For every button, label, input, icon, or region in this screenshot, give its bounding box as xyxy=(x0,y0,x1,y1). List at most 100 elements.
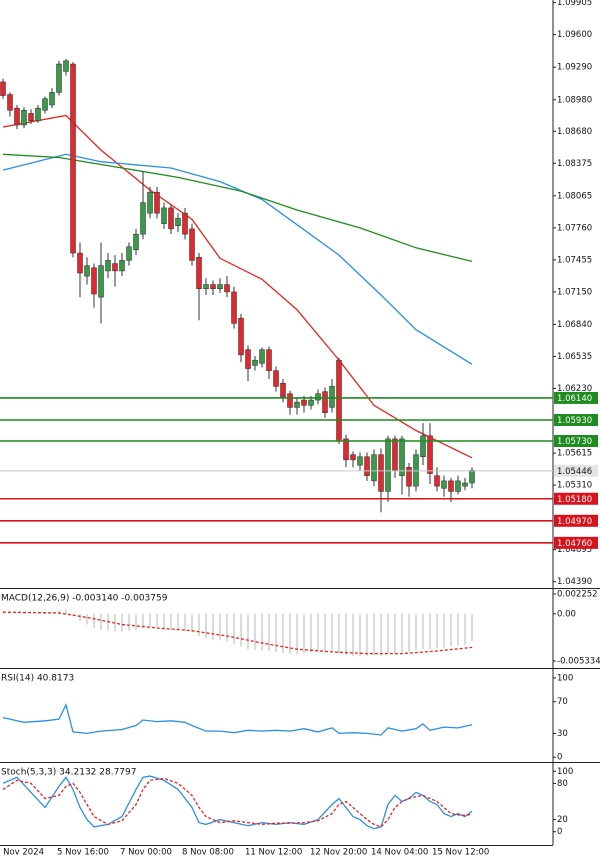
candle-body xyxy=(105,260,111,272)
y-tick-label: 0 xyxy=(557,827,562,837)
candle-body xyxy=(126,246,132,261)
candle-body xyxy=(49,92,55,106)
candle-body xyxy=(147,191,153,214)
candle-body xyxy=(448,480,454,492)
y-tick-label: 100 xyxy=(557,767,573,777)
candle-body xyxy=(406,467,412,487)
level-box xyxy=(554,514,598,527)
y-tick-label: 1.08980 xyxy=(557,95,592,105)
x-tick-label: 8 Nov 08:00 xyxy=(182,848,234,858)
candle-body xyxy=(273,370,279,387)
candle-body xyxy=(378,454,384,492)
candle-body xyxy=(56,63,62,93)
candle-body xyxy=(280,383,286,398)
y-tick-label: 1.07150 xyxy=(557,287,592,297)
candle-body xyxy=(455,480,461,492)
candle-body xyxy=(441,480,447,489)
x-tick-label: 15 Nov 12:00 xyxy=(432,848,489,858)
y-tick-label: 1.07760 xyxy=(557,223,592,233)
candle-body xyxy=(462,482,468,487)
candle-body xyxy=(189,228,195,261)
candle-body xyxy=(84,265,90,277)
last-price-box xyxy=(554,464,598,477)
candle-body xyxy=(112,263,118,272)
y-tick-label: 1.09290 xyxy=(557,63,592,73)
candle-body xyxy=(357,456,363,466)
candle-body xyxy=(42,98,48,111)
level-label: 1.05930 xyxy=(557,416,592,426)
moving-average xyxy=(2,153,473,365)
candle-body xyxy=(14,107,20,126)
candle-body xyxy=(210,284,216,289)
candle-body xyxy=(259,349,265,364)
macd-signal xyxy=(2,611,473,655)
candle-body xyxy=(399,438,405,476)
candle-body xyxy=(98,265,104,298)
candle-body xyxy=(7,94,13,111)
candle-body xyxy=(343,438,349,461)
candle-body xyxy=(329,386,335,408)
y-tick-label: 30 xyxy=(557,729,568,739)
candle-body xyxy=(168,207,174,230)
y-tick-label: 1.04695 xyxy=(557,545,592,555)
moving-average xyxy=(2,114,473,459)
candle-body xyxy=(154,191,160,214)
candle-body xyxy=(21,110,27,126)
candle-body xyxy=(119,260,125,272)
candle-body xyxy=(161,207,167,224)
candle-body xyxy=(350,454,356,461)
y-tick-label: 70 xyxy=(557,697,568,707)
candle-body xyxy=(217,284,223,289)
candle-body xyxy=(434,475,440,487)
candle-body xyxy=(70,63,76,254)
y-tick-label: 80 xyxy=(557,779,568,789)
candle-body xyxy=(287,393,293,408)
y-tick-label: 1.09905 xyxy=(557,0,592,8)
candle-body xyxy=(469,470,475,484)
candle-body xyxy=(266,349,272,371)
candle-body xyxy=(420,435,426,457)
candle-body xyxy=(133,233,139,251)
indicator-line xyxy=(2,777,473,828)
candle-body xyxy=(427,435,433,474)
x-tick-label: 4 Nov 2024 xyxy=(0,848,44,858)
candle-body xyxy=(322,391,328,413)
level-label: 1.04760 xyxy=(557,539,592,549)
x-tick-label: 7 Nov 00:00 xyxy=(120,848,172,858)
x-tick-label: 11 Nov 12:00 xyxy=(245,848,302,858)
candle-body xyxy=(91,267,97,295)
level-label: 1.05180 xyxy=(557,495,592,505)
y-tick-label: 1.09600 xyxy=(557,30,592,40)
y-tick-label: 1.08375 xyxy=(557,159,592,169)
level-box xyxy=(554,492,598,505)
candle-body xyxy=(294,401,300,408)
level-label: 1.06140 xyxy=(557,394,592,404)
y-tick-label: 0.00 xyxy=(557,609,576,619)
y-tick-label: 1.06840 xyxy=(557,320,592,330)
indicator-line xyxy=(2,775,473,830)
y-tick-label: 1.08065 xyxy=(557,191,592,201)
indicator-title: RSI(14) 40.8173 xyxy=(1,674,74,684)
y-tick-label: 1.04390 xyxy=(557,577,592,587)
level-label: 1.05730 xyxy=(557,437,592,447)
candle-body xyxy=(238,317,244,356)
level-box xyxy=(554,536,598,549)
level-box xyxy=(554,414,598,426)
y-tick-label: 1.05615 xyxy=(557,449,592,459)
y-tick-label: -0.005334 xyxy=(557,656,600,666)
candle-body xyxy=(77,252,83,274)
candle-body xyxy=(364,456,370,476)
candle-body xyxy=(252,359,258,366)
candle-body xyxy=(231,291,237,324)
y-tick-label: 1.07455 xyxy=(557,255,592,265)
y-tick-label: 1.06535 xyxy=(557,352,592,362)
indicator-title: Stoch(5,3,3) 34.2132 28.7797 xyxy=(1,768,136,778)
x-tick-label: 14 Nov 04:00 xyxy=(371,848,428,858)
y-tick-label: 100 xyxy=(557,673,573,683)
x-tick-label: 5 Nov 16:00 xyxy=(57,848,109,858)
candle-body xyxy=(196,257,202,289)
candle-body xyxy=(385,438,391,492)
candle-body xyxy=(35,107,41,122)
